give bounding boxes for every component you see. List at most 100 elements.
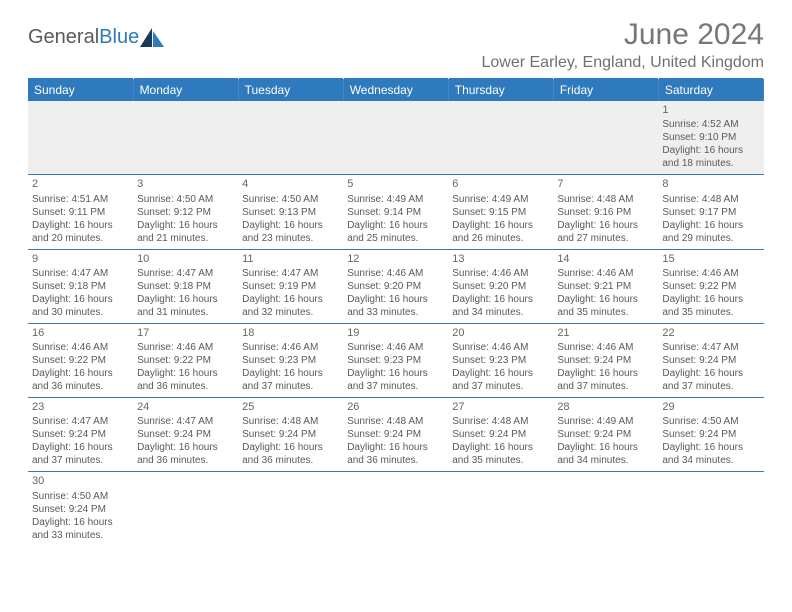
- day-number: 29: [662, 400, 759, 414]
- daylight-text: Daylight: 16 hours and 34 minutes.: [557, 441, 654, 467]
- sunrise-text: Sunrise: 4:50 AM: [242, 193, 339, 206]
- calendar-cell: 16Sunrise: 4:46 AMSunset: 9:22 PMDayligh…: [28, 323, 133, 397]
- sunrise-text: Sunrise: 4:52 AM: [662, 118, 759, 131]
- logo-part2: Blue: [99, 26, 139, 48]
- daylight-text: Daylight: 16 hours and 34 minutes.: [452, 293, 549, 319]
- sunrise-text: Sunrise: 4:47 AM: [137, 415, 234, 428]
- daylight-text: Daylight: 16 hours and 37 minutes.: [347, 367, 444, 393]
- day-number: 7: [557, 177, 654, 191]
- calendar-row: 9Sunrise: 4:47 AMSunset: 9:18 PMDaylight…: [28, 249, 764, 323]
- calendar-cell: [343, 101, 448, 175]
- day-number: 9: [32, 252, 129, 266]
- daylight-text: Daylight: 16 hours and 35 minutes.: [452, 441, 549, 467]
- calendar-cell: 14Sunrise: 4:46 AMSunset: 9:21 PMDayligh…: [553, 249, 658, 323]
- daylight-text: Daylight: 16 hours and 21 minutes.: [137, 219, 234, 245]
- sunset-text: Sunset: 9:24 PM: [32, 428, 129, 441]
- sunrise-text: Sunrise: 4:46 AM: [347, 267, 444, 280]
- day-number: 13: [452, 252, 549, 266]
- sunset-text: Sunset: 9:23 PM: [452, 354, 549, 367]
- day-header: Monday: [133, 79, 238, 102]
- sunset-text: Sunset: 9:24 PM: [662, 354, 759, 367]
- sunset-text: Sunset: 9:13 PM: [242, 206, 339, 219]
- calendar-row: 30Sunrise: 4:50 AMSunset: 9:24 PMDayligh…: [28, 472, 764, 546]
- day-header: Saturday: [658, 79, 763, 102]
- day-number: 6: [452, 177, 549, 191]
- calendar-cell: 17Sunrise: 4:46 AMSunset: 9:22 PMDayligh…: [133, 323, 238, 397]
- calendar-cell: 7Sunrise: 4:48 AMSunset: 9:16 PMDaylight…: [553, 175, 658, 249]
- sunset-text: Sunset: 9:18 PM: [137, 280, 234, 293]
- calendar-cell: 8Sunrise: 4:48 AMSunset: 9:17 PMDaylight…: [658, 175, 763, 249]
- sunrise-text: Sunrise: 4:49 AM: [347, 193, 444, 206]
- sunset-text: Sunset: 9:10 PM: [662, 131, 759, 144]
- sunset-text: Sunset: 9:16 PM: [557, 206, 654, 219]
- calendar-cell: 3Sunrise: 4:50 AMSunset: 9:12 PMDaylight…: [133, 175, 238, 249]
- calendar-cell: 30Sunrise: 4:50 AMSunset: 9:24 PMDayligh…: [28, 472, 133, 546]
- daylight-text: Daylight: 16 hours and 26 minutes.: [452, 219, 549, 245]
- calendar-cell: 29Sunrise: 4:50 AMSunset: 9:24 PMDayligh…: [658, 398, 763, 472]
- daylight-text: Daylight: 16 hours and 37 minutes.: [32, 441, 129, 467]
- calendar-row: 16Sunrise: 4:46 AMSunset: 9:22 PMDayligh…: [28, 323, 764, 397]
- calendar-cell: [238, 101, 343, 175]
- calendar-cell: 2Sunrise: 4:51 AMSunset: 9:11 PMDaylight…: [28, 175, 133, 249]
- sunset-text: Sunset: 9:17 PM: [662, 206, 759, 219]
- sunrise-text: Sunrise: 4:50 AM: [32, 490, 129, 503]
- daylight-text: Daylight: 16 hours and 33 minutes.: [347, 293, 444, 319]
- day-number: 16: [32, 326, 129, 340]
- sunset-text: Sunset: 9:22 PM: [137, 354, 234, 367]
- calendar-cell: [553, 472, 658, 546]
- sunset-text: Sunset: 9:24 PM: [662, 428, 759, 441]
- sunset-text: Sunset: 9:11 PM: [32, 206, 129, 219]
- day-header: Tuesday: [238, 79, 343, 102]
- logo-text: GeneralBlue: [28, 26, 139, 49]
- sunset-text: Sunset: 9:24 PM: [137, 428, 234, 441]
- sunset-text: Sunset: 9:19 PM: [242, 280, 339, 293]
- day-header: Wednesday: [343, 79, 448, 102]
- calendar-cell: 22Sunrise: 4:47 AMSunset: 9:24 PMDayligh…: [658, 323, 763, 397]
- calendar-cell: 27Sunrise: 4:48 AMSunset: 9:24 PMDayligh…: [448, 398, 553, 472]
- day-header-row: SundayMondayTuesdayWednesdayThursdayFrid…: [28, 79, 764, 102]
- logo-part1: General: [28, 26, 99, 48]
- calendar-cell: [28, 101, 133, 175]
- day-number: 15: [662, 252, 759, 266]
- calendar-cell: 24Sunrise: 4:47 AMSunset: 9:24 PMDayligh…: [133, 398, 238, 472]
- sunset-text: Sunset: 9:15 PM: [452, 206, 549, 219]
- daylight-text: Daylight: 16 hours and 31 minutes.: [137, 293, 234, 319]
- calendar-cell: 10Sunrise: 4:47 AMSunset: 9:18 PMDayligh…: [133, 249, 238, 323]
- calendar-row: 2Sunrise: 4:51 AMSunset: 9:11 PMDaylight…: [28, 175, 764, 249]
- daylight-text: Daylight: 16 hours and 35 minutes.: [557, 293, 654, 319]
- day-header: Friday: [553, 79, 658, 102]
- calendar-cell: 6Sunrise: 4:49 AMSunset: 9:15 PMDaylight…: [448, 175, 553, 249]
- sunset-text: Sunset: 9:18 PM: [32, 280, 129, 293]
- sunrise-text: Sunrise: 4:46 AM: [452, 267, 549, 280]
- calendar-cell: 21Sunrise: 4:46 AMSunset: 9:24 PMDayligh…: [553, 323, 658, 397]
- sunrise-text: Sunrise: 4:48 AM: [242, 415, 339, 428]
- day-number: 8: [662, 177, 759, 191]
- sunrise-text: Sunrise: 4:46 AM: [137, 341, 234, 354]
- calendar-cell: [133, 101, 238, 175]
- sunrise-text: Sunrise: 4:46 AM: [347, 341, 444, 354]
- sunset-text: Sunset: 9:14 PM: [347, 206, 444, 219]
- title-block: June 2024 Lower Earley, England, United …: [481, 18, 764, 72]
- sunrise-text: Sunrise: 4:47 AM: [662, 341, 759, 354]
- daylight-text: Daylight: 16 hours and 37 minutes.: [452, 367, 549, 393]
- day-number: 25: [242, 400, 339, 414]
- calendar-cell: [133, 472, 238, 546]
- daylight-text: Daylight: 16 hours and 33 minutes.: [32, 516, 129, 542]
- sunrise-text: Sunrise: 4:46 AM: [242, 341, 339, 354]
- day-number: 28: [557, 400, 654, 414]
- daylight-text: Daylight: 16 hours and 37 minutes.: [557, 367, 654, 393]
- calendar-cell: 25Sunrise: 4:48 AMSunset: 9:24 PMDayligh…: [238, 398, 343, 472]
- day-number: 14: [557, 252, 654, 266]
- day-number: 30: [32, 474, 129, 488]
- sunrise-text: Sunrise: 4:46 AM: [557, 341, 654, 354]
- day-number: 4: [242, 177, 339, 191]
- sunset-text: Sunset: 9:23 PM: [242, 354, 339, 367]
- daylight-text: Daylight: 16 hours and 36 minutes.: [242, 441, 339, 467]
- daylight-text: Daylight: 16 hours and 36 minutes.: [347, 441, 444, 467]
- calendar-cell: 9Sunrise: 4:47 AMSunset: 9:18 PMDaylight…: [28, 249, 133, 323]
- calendar-row: 23Sunrise: 4:47 AMSunset: 9:24 PMDayligh…: [28, 398, 764, 472]
- sunrise-text: Sunrise: 4:51 AM: [32, 193, 129, 206]
- calendar-cell: 11Sunrise: 4:47 AMSunset: 9:19 PMDayligh…: [238, 249, 343, 323]
- day-number: 10: [137, 252, 234, 266]
- day-number: 12: [347, 252, 444, 266]
